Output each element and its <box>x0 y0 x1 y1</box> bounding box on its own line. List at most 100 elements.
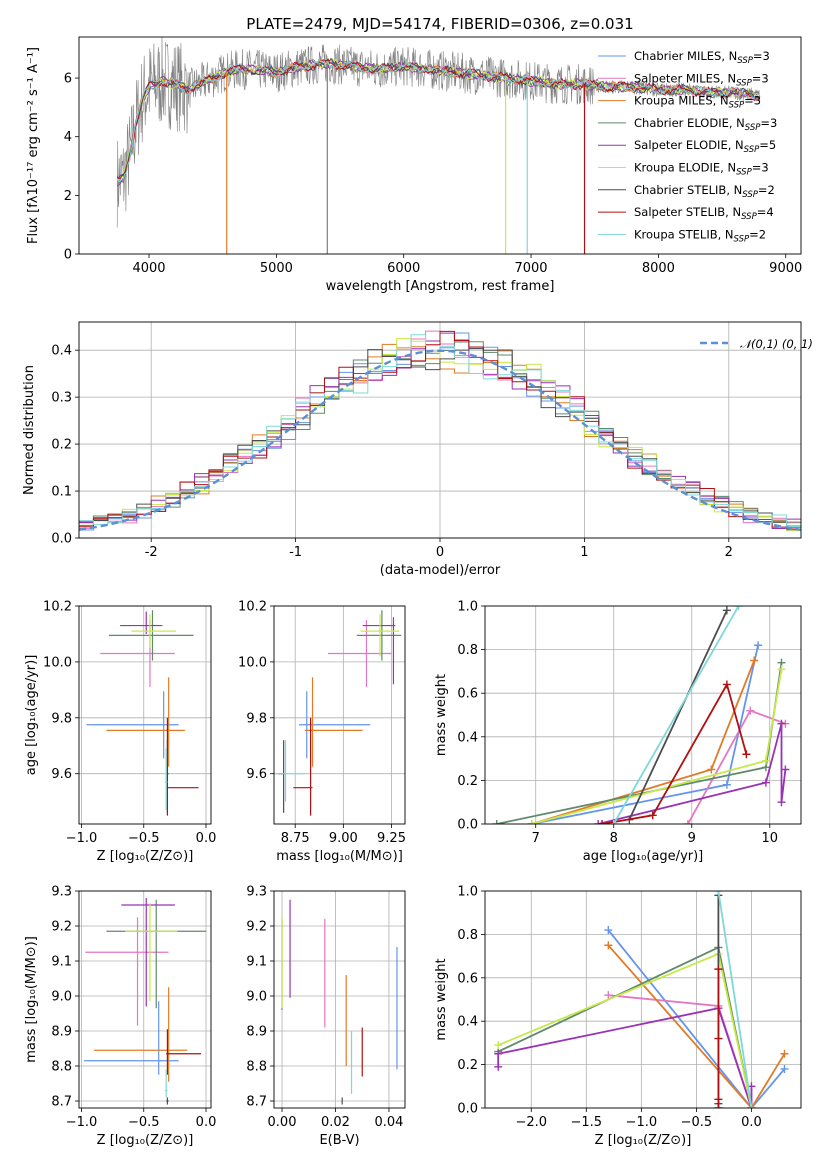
y-tick-label: 9.1 <box>51 955 72 970</box>
y-tick-label: 9.6 <box>51 767 72 782</box>
legend-count: =5 <box>759 138 776 152</box>
weight-vs-age-panel: 7 8 9 10 0.0 0.2 0.4 0.6 0.8 1.0 age [log₁₀(age/yr… <box>434 600 802 864</box>
legend-subscript: SSP <box>734 234 750 244</box>
legend-count: =3 <box>752 71 769 85</box>
x-axis-label: mass [log₁₀(M/M⊙)] <box>276 849 403 864</box>
x-axis-label: wavelength [Angstrom, rest frame] <box>326 279 555 294</box>
x-tick-label: −0.5 <box>681 1115 713 1130</box>
weight-plot-area <box>494 891 789 1108</box>
weight-point-marker <box>722 606 731 615</box>
y-axis-label: age [log₁₀(age/yr)] <box>24 655 39 776</box>
axes-frame <box>78 36 802 255</box>
weight-series-line <box>601 682 748 824</box>
y-tick-label: 8.7 <box>51 1095 72 1110</box>
x-tick-label: −1.5 <box>571 1115 603 1130</box>
errorbar-plot-area <box>83 898 207 1105</box>
x-tick-label: 0.0 <box>196 831 217 846</box>
weight-plot-area <box>492 606 790 824</box>
weight-point-marker <box>722 780 731 789</box>
axes-frame <box>78 890 212 1109</box>
x-tick-label: −0.5 <box>128 831 160 846</box>
axes-frame <box>78 605 212 825</box>
y-tick-label: 0.6 <box>457 971 478 986</box>
weight-point-marker <box>754 641 763 650</box>
y-tick-label: 9.2 <box>51 920 72 935</box>
axes-frame <box>273 605 406 825</box>
x-tick-label: 7 <box>532 831 540 846</box>
weight-point-marker <box>594 820 603 824</box>
y-tick-label: 0.2 <box>457 1058 478 1073</box>
legend-count: =2 <box>749 227 766 241</box>
x-tick-label: 0.02 <box>321 1115 350 1130</box>
axes-frame <box>273 890 406 1109</box>
weight-point-marker <box>604 941 613 950</box>
x-tick-label: 9.00 <box>329 831 358 846</box>
legend-count: =3 <box>752 161 769 175</box>
weight-series-line <box>497 952 753 1108</box>
model-spectrum-line <box>116 57 760 179</box>
y-tick-label: 9.0 <box>51 990 72 1005</box>
x-tick-label: -1 <box>289 545 302 560</box>
weight-point-marker <box>747 1104 756 1108</box>
legend-count: =3 <box>744 94 761 108</box>
y-tick-label: 4 <box>64 130 72 145</box>
x-tick-label: 9 <box>688 831 696 846</box>
legend-count: =4 <box>757 205 774 219</box>
legend-subscript: SSP <box>745 122 761 132</box>
legend-subscript: SSP <box>729 100 745 110</box>
weight-point-marker <box>714 1095 723 1104</box>
weight-series-line <box>497 1007 753 1108</box>
y-tick-label: 8.9 <box>51 1025 72 1040</box>
y-tick-label: 9.1 <box>246 955 267 970</box>
y-axis-label: mass [log₁₀(M/M⊙)] <box>24 936 39 1063</box>
x-tick-label: 1 <box>580 545 588 560</box>
x-axis-label: age [log₁₀(age/yr)] <box>583 849 704 864</box>
y-tick-label: 0.4 <box>457 1015 478 1030</box>
weight-point-marker <box>492 820 501 824</box>
y-axis-label: mass weight <box>434 674 449 756</box>
observed-spectrum-line <box>116 37 761 228</box>
y-tick-label: 9.0 <box>246 990 267 1005</box>
weight-series-line <box>607 929 786 1108</box>
weight-point-marker <box>750 656 759 665</box>
y-tick-label: 1.0 <box>457 600 478 615</box>
legend-entry-label: Kroupa ELODIE, NSSP=3 <box>634 161 769 178</box>
age-vs-metallicity-panel: −1.0 −0.5 0.0 9.6 9.8 10.0 10.2 Z [log₁₀(Z/Z⊙)]… <box>24 600 216 865</box>
weight-point-marker <box>734 606 743 610</box>
y-tick-label: 0.2 <box>457 774 478 789</box>
weight-point-marker <box>777 719 786 728</box>
y-tick-label: 1.0 <box>457 885 478 900</box>
legend-entry-label: Salpeter STELIB, NSSP=4 <box>634 205 774 222</box>
weight-point-marker <box>714 1034 723 1043</box>
legend-entry-label: Chabrier MILES, NSSP=3 <box>634 49 770 66</box>
x-axis-label: Z [log₁₀(Z/Z⊙)] <box>595 1133 692 1148</box>
x-tick-label: −2.0 <box>515 1115 547 1130</box>
y-tick-label: 0.0 <box>457 818 478 833</box>
y-tick-label: 9.3 <box>246 885 267 900</box>
y-tick-label: 0.1 <box>51 485 72 500</box>
spectrum-panel: 4000 5000 6000 7000 8000 9000 0 2 4 6 wavelength [… <box>26 36 802 294</box>
y-tick-label: 10.2 <box>238 600 267 615</box>
weight-point-marker <box>781 765 790 774</box>
weight-point-marker <box>780 1049 789 1058</box>
x-tick-label: 9.25 <box>377 831 406 846</box>
y-tick-label: 0.8 <box>457 643 478 658</box>
y-tick-label: 0.6 <box>457 687 478 702</box>
weight-point-marker <box>742 750 751 759</box>
weight-point-marker <box>604 926 613 935</box>
y-axis-label: mass weight <box>434 958 449 1040</box>
weight-series-line <box>717 891 753 1108</box>
x-tick-label: 9000 <box>769 261 802 276</box>
weight-point-marker <box>604 991 613 1000</box>
weight-point-marker <box>777 798 786 807</box>
weight-point-marker <box>598 820 607 824</box>
weight-point-marker <box>494 1041 503 1050</box>
y-tick-label: 0.3 <box>51 391 72 406</box>
y-tick-label: 0.8 <box>457 928 478 943</box>
x-tick-label: −1.0 <box>626 1115 658 1130</box>
weight-point-marker <box>777 665 786 674</box>
y-tick-label: 0.0 <box>51 532 72 547</box>
weight-point-marker <box>648 811 657 820</box>
x-tick-label: 10 <box>762 831 779 846</box>
